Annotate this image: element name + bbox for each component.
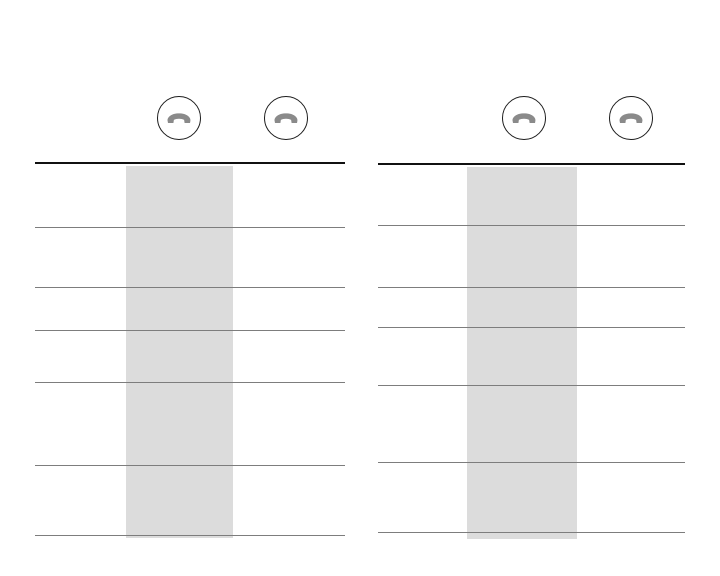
panel-left-icon-row bbox=[35, 96, 345, 142]
table-rule bbox=[378, 327, 685, 328]
icon-slot-right-2[interactable] bbox=[609, 96, 655, 142]
panel-right-table bbox=[378, 161, 685, 539]
phone-handset-icon[interactable] bbox=[502, 96, 546, 140]
table-rule bbox=[35, 330, 345, 331]
panel-right-icon-row bbox=[378, 96, 685, 142]
table-rule bbox=[378, 225, 685, 226]
table-rule bbox=[35, 287, 345, 288]
phone-handset-icon[interactable] bbox=[264, 96, 308, 140]
phone-handset-icon[interactable] bbox=[157, 96, 201, 140]
panel-left-table bbox=[35, 160, 345, 538]
panel-right bbox=[360, 0, 720, 576]
panel-left bbox=[35, 96, 345, 538]
phone-handset-icon[interactable] bbox=[609, 96, 653, 140]
icon-slot-left-2[interactable] bbox=[264, 96, 310, 142]
table-rule bbox=[35, 227, 345, 228]
table-rule-bottom bbox=[35, 535, 345, 536]
icon-slot-right-1[interactable] bbox=[502, 96, 548, 142]
table-rule-bottom bbox=[378, 532, 685, 533]
table-rule-top bbox=[35, 162, 345, 164]
icon-slot-left-1[interactable] bbox=[157, 96, 203, 142]
table-rule bbox=[35, 382, 345, 383]
table-rule bbox=[378, 385, 685, 386]
table-rule bbox=[378, 462, 685, 463]
highlight-column bbox=[467, 167, 577, 539]
table-rule bbox=[35, 465, 345, 466]
table-rule-top bbox=[378, 163, 685, 165]
highlight-column bbox=[126, 166, 233, 538]
table-rule bbox=[378, 287, 685, 288]
